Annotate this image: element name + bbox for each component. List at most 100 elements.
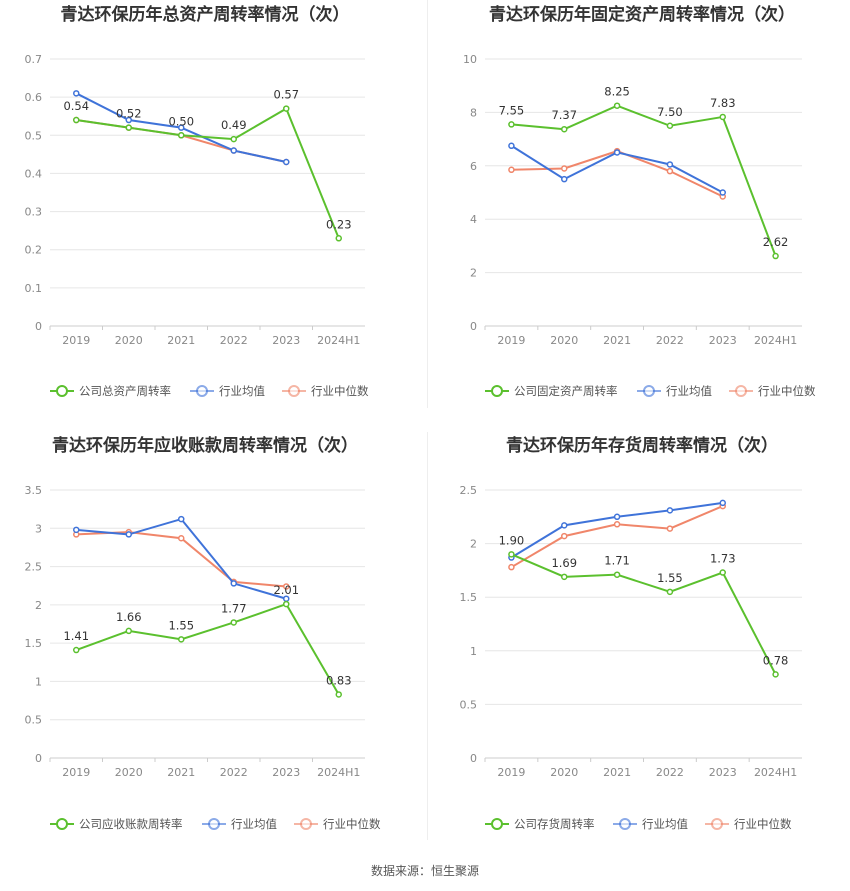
data-point-company: [772, 671, 779, 678]
legend-label: 行业中位数: [758, 384, 816, 398]
x-tick-label: 2020: [550, 766, 578, 779]
data-label: 0.57: [273, 88, 299, 102]
legend-item-industry_avg: 行业均值: [190, 384, 265, 398]
x-tick-label: 2020: [115, 766, 143, 779]
y-tick-label: 0: [470, 320, 477, 333]
x-tick-label: 2022: [656, 766, 684, 779]
legend-marker: [208, 818, 220, 830]
series-line-company: [75, 602, 340, 695]
legend-marker: [56, 818, 68, 830]
data-point-industry_avg: [508, 142, 515, 150]
data-label: 7.55: [499, 103, 525, 117]
legend-marker: [56, 385, 68, 397]
data-point-company: [73, 116, 80, 124]
legend-item-industry_median: 行业中位数: [705, 817, 792, 831]
data-label: 1.41: [63, 629, 89, 643]
chart-title: 青达环保历年总资产周转率情况（次）: [61, 4, 350, 25]
legend-item-industry_median: 行业中位数: [282, 384, 369, 398]
legend-label: 行业均值: [219, 384, 265, 398]
y-tick-label: 1: [35, 675, 42, 688]
legend-item-company: 公司总资产周转率: [50, 384, 171, 398]
legend-label: 公司应收账款周转率: [79, 817, 183, 831]
data-point-industry_median: [508, 166, 515, 174]
legend-item-industry_avg: 行业均值: [637, 384, 712, 398]
data-label: 0.52: [116, 107, 142, 121]
x-tick-label: 2024H1: [754, 766, 797, 779]
legend-marker: [735, 385, 747, 397]
data-point-industry_median: [178, 534, 185, 542]
series-line-industry_median: [511, 150, 724, 198]
chart-panel-1: 青达环保历年总资产周转率情况（次） 0 0.1 0.2 0.3 0.4 0.5 0.6 0.7 2…: [25, 4, 369, 398]
x-tick-label: 2023: [272, 334, 300, 347]
chart-title: 青达环保历年应收账款周转率情况（次）: [52, 435, 358, 456]
legend-marker: [491, 385, 503, 397]
data-point-industry_avg: [125, 531, 132, 538]
x-tick-label: 2019: [62, 766, 90, 779]
legend-label: 行业中位数: [323, 817, 381, 831]
legend-item-industry_avg: 行业均值: [202, 817, 277, 831]
data-point-company: [125, 627, 132, 635]
y-tick-label: 10: [463, 53, 477, 66]
y-tick-label: 0.1: [25, 282, 43, 295]
data-point-company: [613, 571, 621, 578]
data-point-company: [561, 573, 568, 581]
data-point-company: [230, 135, 237, 143]
data-point-industry_median: [508, 563, 515, 571]
legend-label: 行业中位数: [734, 817, 792, 831]
x-tick-label: 2023: [709, 334, 737, 347]
y-tick-label: 2.5: [460, 484, 478, 497]
x-tick-label: 2023: [709, 766, 737, 779]
y-tick-label: 3.5: [25, 484, 43, 497]
data-point-company: [283, 600, 290, 608]
data-point-industry_avg: [719, 499, 726, 507]
data-point-company: [283, 105, 290, 112]
legend-label: 行业均值: [642, 817, 688, 831]
data-point-industry_avg: [125, 116, 132, 124]
data-label: 1.66: [116, 610, 142, 624]
data-point-industry_avg: [613, 513, 621, 521]
y-tick-label: 0.6: [25, 91, 43, 104]
data-point-industry_avg: [666, 161, 674, 168]
legend-item-company: 公司应收账款周转率: [50, 817, 183, 831]
data-point-company: [335, 235, 342, 242]
data-point-industry_median: [283, 583, 290, 590]
data-point-industry_median: [561, 165, 568, 172]
y-tick-label: 2.5: [25, 561, 43, 574]
y-tick-label: 0.2: [25, 244, 43, 257]
legend-label: 行业均值: [666, 384, 712, 398]
x-tick-label: 2021: [603, 766, 631, 779]
data-label: 1.90: [499, 533, 525, 547]
data-point-company: [335, 691, 342, 698]
data-point-company: [719, 569, 726, 576]
data-label: 0.50: [168, 114, 194, 128]
data-point-company: [613, 102, 621, 109]
legend-marker: [643, 385, 655, 397]
legend-label: 公司总资产周转率: [79, 384, 171, 398]
x-tick-label: 2021: [603, 334, 631, 347]
chart-title: 青达环保历年存货周转率情况（次）: [506, 435, 778, 456]
data-label: 7.83: [710, 96, 736, 110]
chart-panel-4: 青达环保历年存货周转率情况（次） 0 0.5 1 1.5 2 2.5 2019 2020 2021…: [460, 435, 802, 831]
y-tick-label: 2: [470, 267, 477, 280]
data-label: 0.78: [763, 653, 789, 667]
chart-title: 青达环保历年固定资产周转率情况（次）: [489, 4, 795, 25]
data-label: 1.77: [221, 601, 247, 615]
legend-item-industry_avg: 行业均值: [613, 817, 688, 831]
data-label: 1.55: [657, 571, 683, 585]
data-point-company: [125, 124, 132, 131]
data-point-industry_avg: [178, 124, 185, 131]
data-label: 0.49: [221, 118, 247, 132]
data-point-industry_median: [561, 532, 568, 540]
data-point-industry_avg: [73, 90, 80, 97]
x-tick-label: 2022: [220, 766, 248, 779]
legend-item-company: 公司固定资产周转率: [485, 384, 618, 398]
legend-label: 公司存货周转率: [514, 817, 595, 831]
data-label: 7.50: [657, 105, 683, 119]
y-tick-label: 2: [35, 599, 42, 612]
x-tick-label: 2021: [167, 334, 195, 347]
data-point-industry_avg: [666, 507, 674, 514]
legend-item-industry_median: 行业中位数: [294, 817, 381, 831]
legend-item-company: 公司存货周转率: [485, 817, 595, 831]
data-point-industry_avg: [561, 522, 568, 529]
